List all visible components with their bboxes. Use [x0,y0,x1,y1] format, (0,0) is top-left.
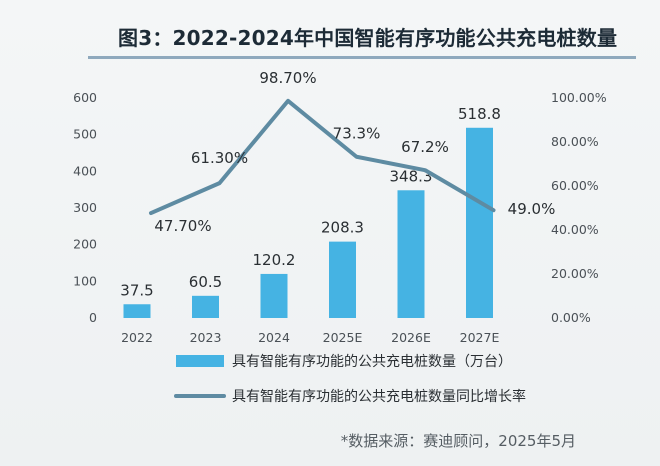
legend-bar-swatch [176,355,224,367]
x-tick-2023: 2023 [190,330,222,345]
title-bar: 图3：2022-2024年中国智能有序功能公共充电桩数量 [88,20,636,59]
line-label-2022: 47.70% [154,217,211,235]
x-tick-2022: 2022 [121,330,153,345]
x-tick-2025E: 2025E [323,330,363,345]
source-note: *数据来源：赛迪顾问，2025年5月 [340,432,576,450]
bar-2024 [260,273,288,318]
x-tick-2027E: 2027E [460,330,500,345]
bar-series [123,127,493,318]
bar-2026E [397,190,425,318]
right-tick-80.00%: 80.00% [551,134,599,149]
right-tick-20.00%: 20.00% [551,266,599,281]
bar-2027E [466,127,493,318]
bar-2022 [123,304,151,318]
left-tick-0: 0 [89,310,97,325]
bar-label-2024: 120.2 [253,251,296,269]
right-tick-0.00%: 0.00% [551,310,591,325]
left-tick-100: 100 [73,273,97,288]
bar-label-2023: 60.5 [189,273,222,291]
x-tick-2026E: 2026E [391,330,431,345]
left-tick-400: 400 [73,163,97,178]
legend-line-label: 具有智能有序功能的公共充电桩数量同比增长率 [232,388,526,405]
left-tick-300: 300 [73,200,97,215]
chart-title: 图3：2022-2024年中国智能有序功能公共充电桩数量 [118,26,618,50]
bar-2023 [192,295,219,318]
left-tick-200: 200 [73,237,97,252]
left-axis-ticks: 0 100 200 300 400 500 600 [73,90,97,325]
bar-2025E [329,241,356,318]
right-tick-60.00%: 60.00% [551,178,599,193]
line-series [149,98,496,216]
line-labels: 47.70% 61.30% 98.70% 73.3% 67.2% 49.0% [154,69,555,235]
line-label-2027E: 49.0% [508,200,556,218]
bar-label-2027E: 518.8 [458,105,501,123]
growth-rate-line [149,98,496,216]
line-label-2026E: 67.2% [401,138,449,156]
bar-label-2025E: 208.3 [321,219,364,237]
line-label-2025E: 73.3% [333,125,381,143]
right-tick-100.00%: 100.00% [551,90,607,105]
bar-labels: 37.5 60.5 120.2 208.3 348.3 518.8 [120,105,501,299]
line-label-2024: 98.70% [259,69,316,87]
line-label-2023: 61.30% [191,149,248,167]
x-tick-2024: 2024 [258,330,290,345]
bar-label-2022: 37.5 [120,281,153,299]
legend-bar-label: 具有智能有序功能的公共充电桩数量（万台） [232,353,512,370]
left-tick-600: 600 [73,90,97,105]
legend: 具有智能有序功能的公共充电桩数量（万台） 具有智能有序功能的公共充电桩数量同比增长… [174,353,526,405]
right-tick-40.00%: 40.00% [551,222,599,237]
x-axis-ticks: 2022 2023 2024 2025E 2026E 2027E [121,330,499,345]
bar-label-2026E: 348.3 [390,167,433,185]
left-tick-500: 500 [73,127,97,142]
right-axis-ticks: 0.00% 20.00% 40.00% 60.00% 80.00% 100.00% [551,90,607,325]
